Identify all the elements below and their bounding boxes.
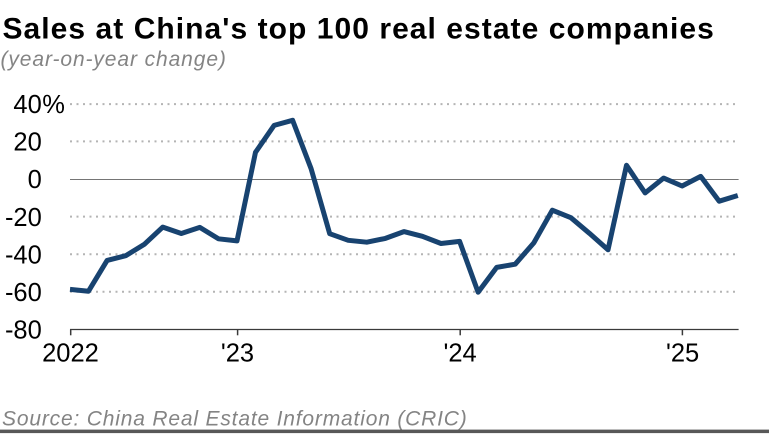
- svg-text:-60: -60: [5, 279, 42, 307]
- svg-text:'25: '25: [666, 339, 699, 367]
- svg-text:-80: -80: [5, 317, 42, 345]
- svg-text:'24: '24: [443, 339, 476, 367]
- svg-text:Sales at China's top 100 real: Sales at China's top 100 real estate com…: [3, 13, 715, 46]
- svg-text:2022: 2022: [42, 339, 99, 367]
- svg-text:%: %: [42, 91, 65, 119]
- svg-text:-40: -40: [5, 241, 42, 269]
- svg-text:(year-on-year change): (year-on-year change): [1, 48, 227, 71]
- svg-text:-20: -20: [5, 204, 42, 232]
- svg-text:Source: China Real Estate Info: Source: China Real Estate Information (C…: [2, 408, 468, 431]
- svg-text:20: 20: [13, 129, 41, 157]
- svg-text:'23: '23: [221, 339, 254, 367]
- svg-text:0: 0: [28, 166, 42, 194]
- svg-text:40: 40: [13, 91, 41, 119]
